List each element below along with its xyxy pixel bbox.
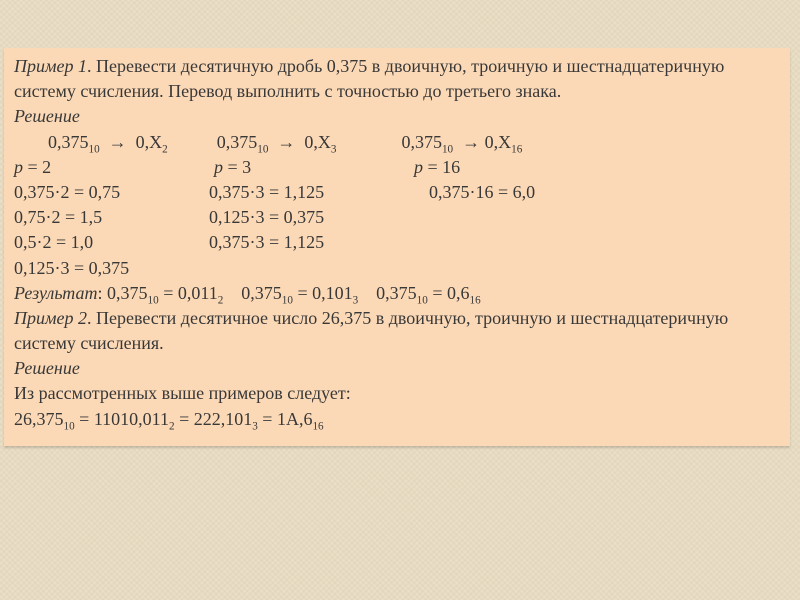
ex2-eq-1: = bbox=[79, 409, 94, 429]
p-row: p = 2 p = 3 p = 16 bbox=[14, 155, 780, 180]
arrow-row: 0,37510 → 0,X2 0,37510 → 0,X3 0,37510 → … bbox=[14, 130, 780, 155]
ex2-result-line: 26,37510 = 11010,0112 = 222,1013 = 1A,61… bbox=[14, 407, 780, 432]
arrow-a-rhs: 0,X bbox=[136, 132, 163, 152]
ex2-b2-base: 2 bbox=[169, 420, 175, 432]
arrow-c-lhs-base: 10 bbox=[442, 143, 453, 155]
p-char-2: p bbox=[214, 157, 223, 177]
res-a-rhs-base: 2 bbox=[218, 294, 224, 306]
res-b-rhs-base: 3 bbox=[353, 294, 359, 306]
calc-r2-c1: 0,75·2 = 1,5 bbox=[14, 205, 209, 230]
res-a-lhs-base: 10 bbox=[148, 294, 159, 306]
calc-row-3: 0,5·2 = 1,0 0,375·3 = 1,125 bbox=[14, 230, 780, 255]
ex2-eq-2: = bbox=[179, 409, 194, 429]
calc-r1-c3: 0,375·16 = 6,0 bbox=[429, 180, 780, 205]
p-char-3: p bbox=[414, 157, 423, 177]
ex2-b16-base: 16 bbox=[312, 420, 323, 432]
arrow-b-lhs: 0,375 bbox=[217, 132, 258, 152]
calc-r4-c1: 0,125·3 = 0,375 bbox=[14, 256, 209, 281]
calc-r1-c2: 0,375·3 = 1,125 bbox=[209, 180, 429, 205]
ex2-n-base: 10 bbox=[64, 420, 75, 432]
solution-label-1: Решение bbox=[14, 104, 780, 129]
res-a-rhs: 0,011 bbox=[178, 283, 218, 303]
calc-r3-c2: 0,375·3 = 1,125 bbox=[209, 230, 429, 255]
example-1-prefix: Пример 1 bbox=[14, 56, 87, 76]
example-2-prefix: Пример 2 bbox=[14, 308, 87, 328]
ex2-b3-base: 3 bbox=[252, 420, 258, 432]
calc-r3-c1: 0,5·2 = 1,0 bbox=[14, 230, 209, 255]
arrow-b-rhs: 0,X bbox=[304, 132, 331, 152]
content-panel: Пример 1. Перевести десятичную дробь 0,3… bbox=[4, 48, 790, 446]
res-b-rhs: 0,101 bbox=[312, 283, 353, 303]
example-1-title: Пример 1. Перевести десятичную дробь 0,3… bbox=[14, 54, 780, 104]
arrow-c-rhs: 0,X bbox=[485, 132, 512, 152]
calc-r4-c2 bbox=[209, 256, 429, 281]
p-char-1: p bbox=[14, 157, 23, 177]
ex2-n-val: 26,375 bbox=[14, 409, 64, 429]
calc-r1-c1: 0,375·2 = 0,75 bbox=[14, 180, 209, 205]
calc-row-4: 0,125·3 = 0,375 bbox=[14, 256, 780, 281]
res-b-lhs-base: 10 bbox=[282, 294, 293, 306]
calc-r3-c3 bbox=[429, 230, 780, 255]
arrow-a-lhs: 0,375 bbox=[48, 132, 89, 152]
example-2-rest: . Перевести десятичное число 26,375 в дв… bbox=[14, 308, 728, 353]
res-c-rhs: 0,6 bbox=[447, 283, 470, 303]
res-c-lhs: 0,375 bbox=[376, 283, 417, 303]
result-label: Результат bbox=[14, 283, 98, 303]
calc-r4-c3 bbox=[429, 256, 780, 281]
ex2-b16-val: 1A,6 bbox=[277, 409, 313, 429]
res-b-lhs: 0,375 bbox=[241, 283, 282, 303]
calc-row-1: 0,375·2 = 0,75 0,375·3 = 1,125 0,375·16 … bbox=[14, 180, 780, 205]
arrow-c-rhs-base: 16 bbox=[511, 143, 522, 155]
arrow-b-lhs-base: 10 bbox=[257, 143, 268, 155]
calc-row-2: 0,75·2 = 1,5 0,125·3 = 0,375 bbox=[14, 205, 780, 230]
res-a-lhs: 0,375 bbox=[107, 283, 148, 303]
ex2-eq-3: = bbox=[262, 409, 277, 429]
example-1-rest: . Перевести десятичную дробь 0,375 в дво… bbox=[14, 56, 724, 101]
res-c-rhs-base: 16 bbox=[469, 294, 480, 306]
ex2-leadin: Из рассмотренных выше примеров следует: bbox=[14, 381, 780, 406]
arrow-b-rhs-base: 3 bbox=[331, 143, 337, 155]
arrow-a-lhs-base: 10 bbox=[89, 143, 100, 155]
ex2-b2-val: 11010,011 bbox=[94, 409, 169, 429]
example-2-title: Пример 2. Перевести десятичное число 26,… bbox=[14, 306, 780, 356]
calc-r2-c3 bbox=[429, 205, 780, 230]
result-row: Результат: 0,37510 = 0,0112 0,37510 = 0,… bbox=[14, 281, 780, 306]
calc-r2-c2: 0,125·3 = 0,375 bbox=[209, 205, 429, 230]
result-colon: : bbox=[98, 283, 108, 303]
arrow-c-lhs: 0,375 bbox=[401, 132, 442, 152]
res-c-lhs-base: 10 bbox=[417, 294, 428, 306]
solution-label-2: Решение bbox=[14, 356, 780, 381]
ex2-b3-val: 222,101 bbox=[194, 409, 253, 429]
arrow-a-rhs-base: 2 bbox=[162, 143, 168, 155]
